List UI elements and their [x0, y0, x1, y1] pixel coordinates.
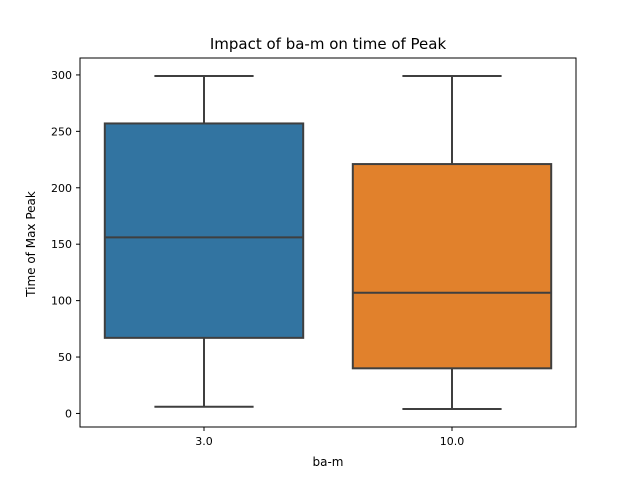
- x-axis-label: ba-m: [313, 455, 344, 469]
- y-axis-label: Time of Max Peak: [24, 191, 38, 298]
- boxes-layer: [103, 75, 553, 410]
- ticks-layer: 3.0 10.0 0 50 100 150 200 250 300: [51, 69, 464, 448]
- plot-frame: [79, 57, 577, 428]
- y-tick-label: 300: [51, 69, 72, 82]
- box-group-10-0: [351, 75, 553, 410]
- x-tick-label: 3.0: [195, 435, 213, 448]
- y-tick-label: 200: [51, 182, 72, 195]
- y-tick-label: 50: [58, 351, 72, 364]
- y-tick-label: 100: [51, 295, 72, 308]
- y-tick-label: 250: [51, 125, 72, 138]
- y-tick-label: 150: [51, 238, 72, 251]
- axes-layer: [79, 57, 577, 428]
- box-group-3-0: [103, 75, 305, 408]
- chart-title: Impact of ba-m on time of Peak: [210, 35, 447, 53]
- x-tick-label: 10.0: [440, 435, 465, 448]
- box-body: [103, 122, 305, 339]
- y-tick-label: 0: [65, 407, 72, 420]
- box-body: [351, 163, 553, 370]
